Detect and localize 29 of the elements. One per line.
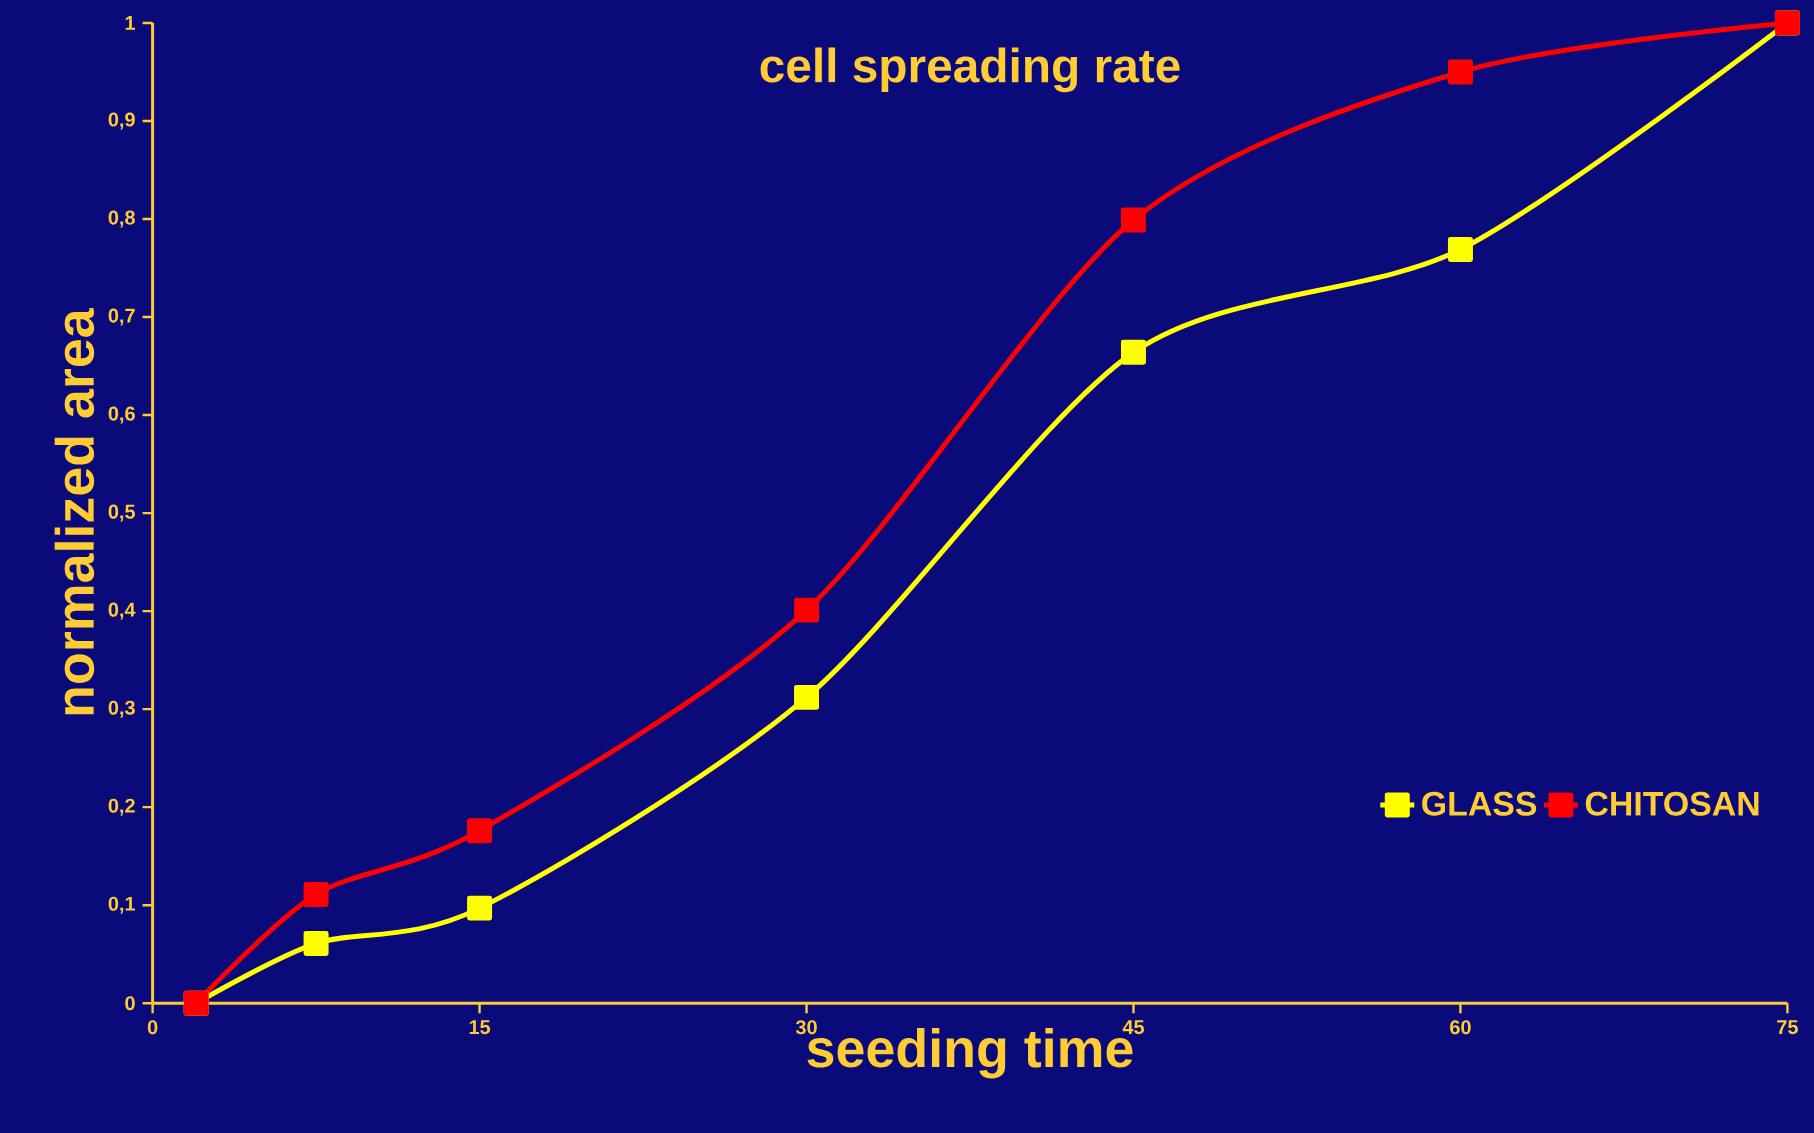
y-tick-label: 0,4 (108, 602, 136, 620)
point (794, 684, 820, 710)
y-tick-label: 0,8 (108, 210, 135, 228)
point (1447, 59, 1473, 85)
y-tick-label: 0,6 (108, 406, 135, 424)
y-tick-label: 0,9 (108, 112, 135, 130)
legend-label: CHITOSAN (1585, 791, 1759, 816)
y-tick-label: 0,2 (108, 798, 135, 816)
y-tick-label: 0,5 (108, 504, 136, 522)
y-tick-label: 1 (125, 16, 136, 30)
y-tick-label: 0,1 (108, 896, 136, 914)
point (1120, 207, 1146, 233)
y-axis-title: normalized area (54, 307, 95, 715)
x-tick-label: 15 (469, 1020, 491, 1035)
point (1120, 339, 1146, 365)
point (303, 930, 329, 956)
x-tick-label: 60 (1450, 1020, 1471, 1035)
legend-label: GLASS (1422, 791, 1537, 816)
y-tick-label: 0,7 (108, 308, 135, 326)
y-tick-label: 0 (125, 996, 135, 1011)
x-tick-label: 75 (1777, 1020, 1798, 1035)
y-tick-label: 0,3 (108, 700, 135, 718)
point (794, 597, 820, 623)
point (467, 895, 493, 921)
point (1447, 236, 1473, 262)
chart-title: cell spreading rate (760, 47, 1180, 93)
x-tick-label: 0 (147, 1020, 158, 1035)
point (303, 881, 329, 907)
point (467, 818, 493, 844)
